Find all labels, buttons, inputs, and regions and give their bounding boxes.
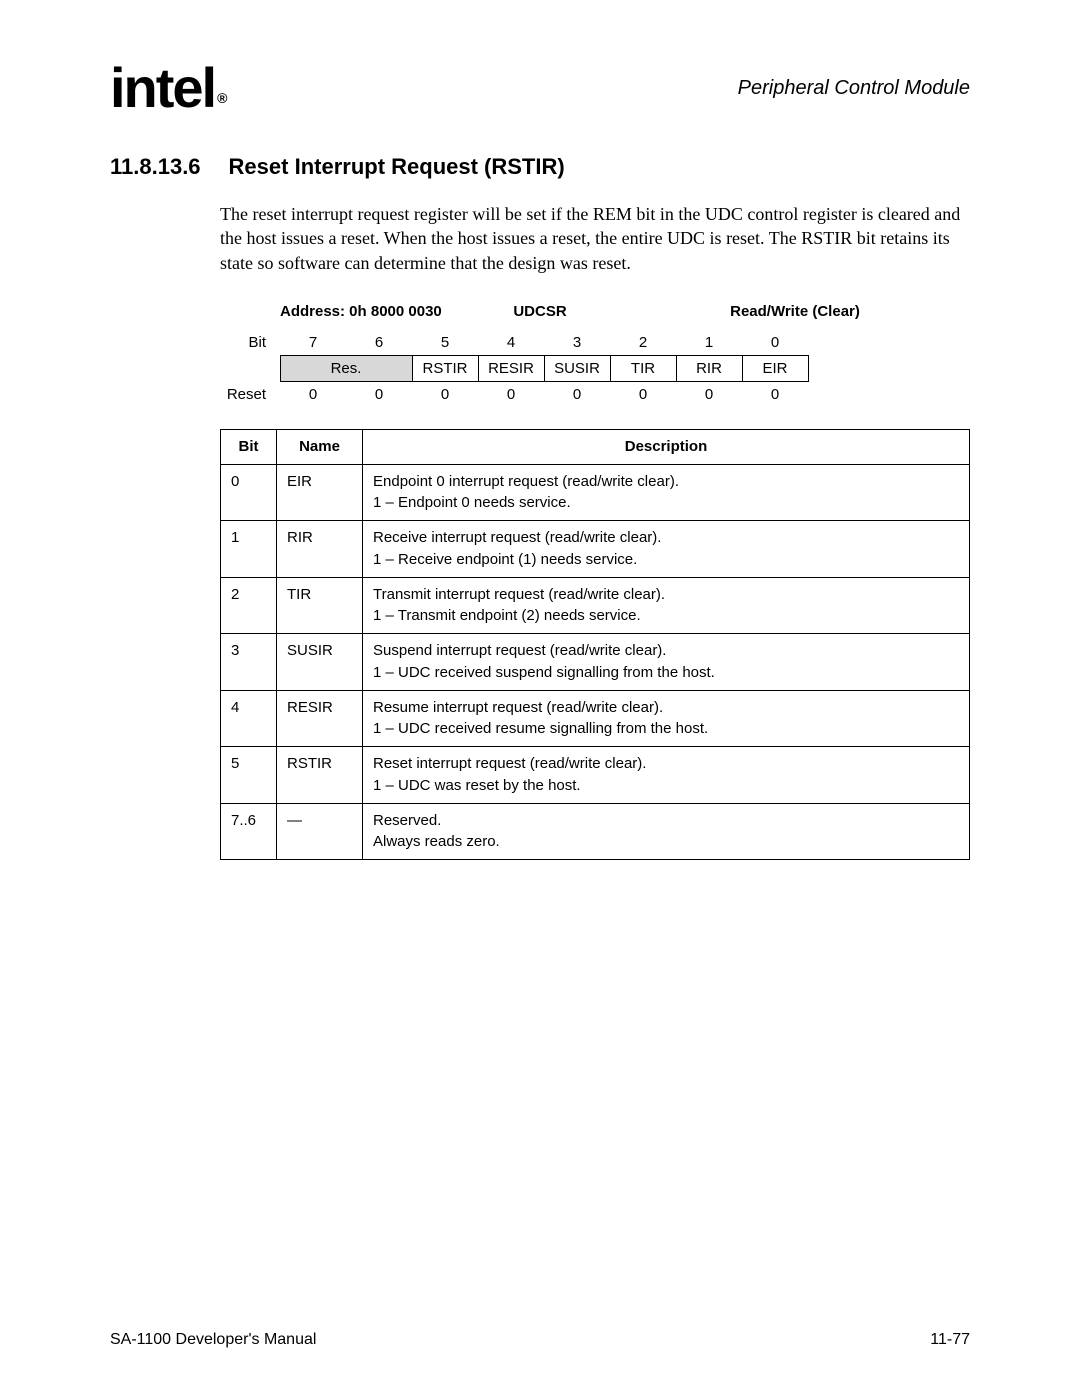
cell-bit: 7..6	[221, 803, 277, 860]
reset-value: 0	[346, 381, 412, 407]
reset-value: 0	[478, 381, 544, 407]
cell-bit: 4	[221, 690, 277, 747]
cell-name: RESIR	[277, 690, 363, 747]
register-block: Address: 0h 8000 0030 UDCSR Read/Write (…	[220, 303, 970, 407]
intel-logo: intel®	[110, 60, 225, 116]
module-title: Peripheral Control Module	[738, 77, 970, 100]
page-footer: SA-1100 Developer's Manual 11-77	[110, 1331, 970, 1349]
table-row: 1RIRReceive interrupt request (read/writ…	[221, 521, 970, 578]
cell-desc: Endpoint 0 interrupt request (read/write…	[363, 464, 970, 521]
col-header-bit: Bit	[221, 429, 277, 464]
bit-number: 2	[610, 330, 676, 356]
cell-desc: Reset interrupt request (read/write clea…	[363, 747, 970, 804]
col-header-desc: Description	[363, 429, 970, 464]
section-title: Reset Interrupt Request (RSTIR)	[229, 154, 565, 180]
cell-name: EIR	[277, 464, 363, 521]
page-header: intel® Peripheral Control Module	[110, 60, 970, 116]
cell-bit: 0	[221, 464, 277, 521]
bit-field: RESIR	[478, 355, 544, 381]
reset-value: 0	[610, 381, 676, 407]
table-row: 7..6—Reserved.Always reads zero.	[221, 803, 970, 860]
reset-row-label: Reset	[220, 381, 280, 407]
cell-bit: 2	[221, 577, 277, 634]
cell-bit: 3	[221, 634, 277, 691]
register-access: Read/Write (Clear)	[620, 303, 970, 320]
cell-name: —	[277, 803, 363, 860]
description-table: Bit Name Description 0EIREndpoint 0 inte…	[220, 429, 970, 860]
reset-value-row: Reset 0 0 0 0 0 0 0 0	[220, 381, 808, 407]
cell-desc: Receive interrupt request (read/write cl…	[363, 521, 970, 578]
bit-field-row: Res. RSTIR RESIR SUSIR TIR RIR EIR	[220, 355, 808, 381]
reset-value: 0	[676, 381, 742, 407]
bit-number: 7	[280, 330, 346, 356]
register-address: Address: 0h 8000 0030	[220, 303, 460, 320]
table-row: 0EIREndpoint 0 interrupt request (read/w…	[221, 464, 970, 521]
cell-name: TIR	[277, 577, 363, 634]
bit-field: Res.	[280, 355, 412, 381]
cell-desc: Resume interrupt request (read/write cle…	[363, 690, 970, 747]
table-row: 3SUSIRSuspend interrupt request (read/wr…	[221, 634, 970, 691]
bit-field: RSTIR	[412, 355, 478, 381]
cell-desc: Transmit interrupt request (read/write c…	[363, 577, 970, 634]
reset-value: 0	[412, 381, 478, 407]
register-name: UDCSR	[460, 303, 620, 320]
footer-left: SA-1100 Developer's Manual	[110, 1331, 316, 1349]
bit-row-label: Bit	[220, 330, 280, 356]
bit-field: SUSIR	[544, 355, 610, 381]
logo-text: intel	[110, 56, 215, 119]
table-row: 4RESIRResume interrupt request (read/wri…	[221, 690, 970, 747]
table-row: 2TIRTransmit interrupt request (read/wri…	[221, 577, 970, 634]
cell-bit: 5	[221, 747, 277, 804]
page: intel® Peripheral Control Module 11.8.13…	[0, 0, 1080, 1397]
bit-number-row: Bit 7 6 5 4 3 2 1 0	[220, 330, 808, 356]
cell-desc: Suspend interrupt request (read/write cl…	[363, 634, 970, 691]
empty-cell	[220, 355, 280, 381]
bit-field: EIR	[742, 355, 808, 381]
bit-number: 0	[742, 330, 808, 356]
bit-number: 1	[676, 330, 742, 356]
bit-field: RIR	[676, 355, 742, 381]
cell-name: RIR	[277, 521, 363, 578]
cell-desc: Reserved.Always reads zero.	[363, 803, 970, 860]
footer-right: 11-77	[930, 1331, 970, 1349]
cell-bit: 1	[221, 521, 277, 578]
section-number: 11.8.13.6	[110, 154, 201, 180]
bit-number: 3	[544, 330, 610, 356]
table-header-row: Bit Name Description	[221, 429, 970, 464]
cell-name: SUSIR	[277, 634, 363, 691]
reset-value: 0	[544, 381, 610, 407]
reset-value: 0	[742, 381, 808, 407]
cell-name: RSTIR	[277, 747, 363, 804]
bit-number: 6	[346, 330, 412, 356]
register-headers: Address: 0h 8000 0030 UDCSR Read/Write (…	[220, 303, 970, 320]
reset-value: 0	[280, 381, 346, 407]
bit-number: 4	[478, 330, 544, 356]
bit-layout-table: Bit 7 6 5 4 3 2 1 0 Res. RSTIR RESIR SUS…	[220, 330, 809, 407]
body-paragraph: The reset interrupt request register wil…	[220, 202, 970, 275]
bit-number: 5	[412, 330, 478, 356]
section-heading: 11.8.13.6 Reset Interrupt Request (RSTIR…	[110, 154, 970, 180]
bit-field: TIR	[610, 355, 676, 381]
table-row: 5RSTIRReset interrupt request (read/writ…	[221, 747, 970, 804]
col-header-name: Name	[277, 429, 363, 464]
registered-icon: ®	[217, 90, 225, 106]
